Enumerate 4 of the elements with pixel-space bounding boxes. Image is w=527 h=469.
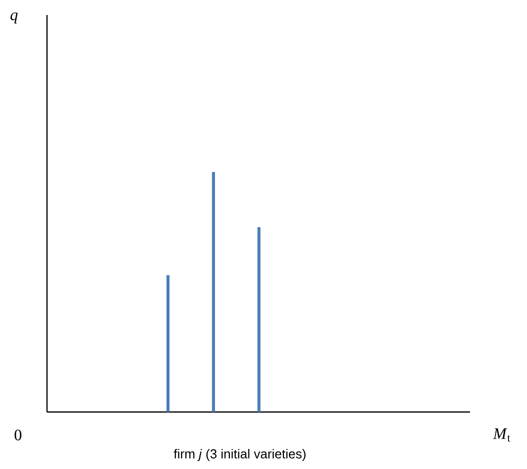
text: q [10, 12, 18, 24]
text: 0 [14, 430, 22, 440]
text: firm j (3 initial varieties) [174, 448, 306, 462]
text: M$_{t}$ [493, 428, 510, 442]
